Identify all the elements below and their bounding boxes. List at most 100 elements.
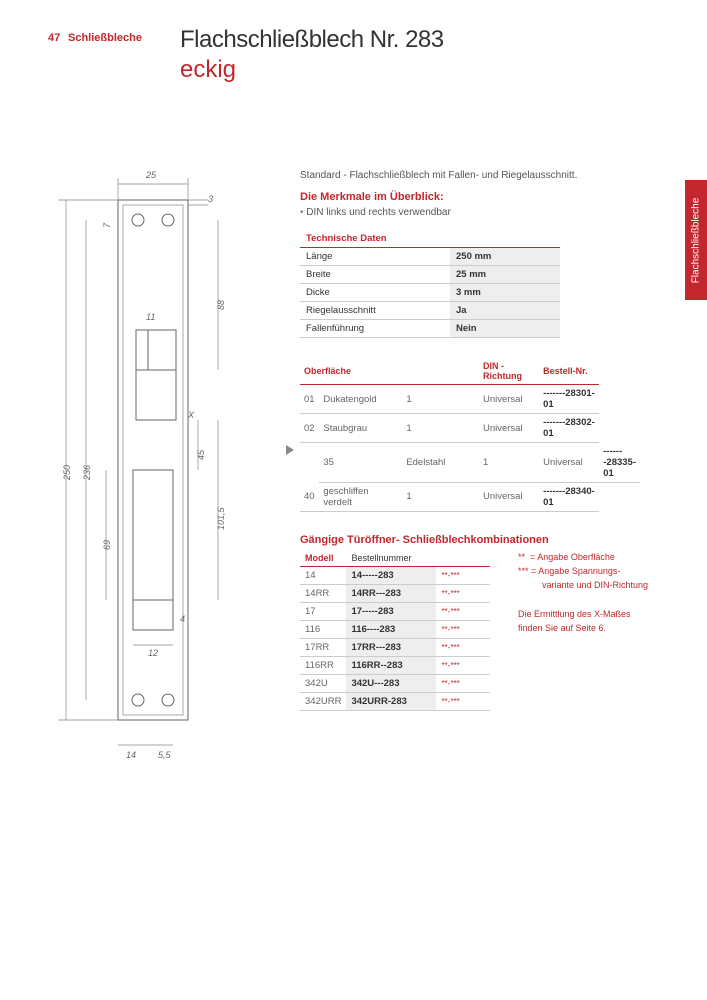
combo-order: 17RR---283 <box>346 638 436 656</box>
dim-1015: 101,5 <box>216 507 226 530</box>
page-subtitle: eckig <box>180 56 236 84</box>
side-tab-label: Flachschließbleche <box>691 197 702 283</box>
combo-table: Modell Bestellnummer 1414-----283**-***1… <box>300 550 490 711</box>
combo-col-2 <box>436 550 490 567</box>
combo-order: 17-----283 <box>346 602 436 620</box>
dim-4: 4 <box>180 614 185 624</box>
dim-69: 69 <box>102 540 112 550</box>
surf-qty: 1 <box>402 385 479 414</box>
content-column: Standard - Flachschließblech mit Fallen-… <box>300 170 660 711</box>
tech-value: 250 mm <box>450 248 560 266</box>
surf-name: Dukatengold <box>319 385 402 414</box>
combo-order: 116RR--283 <box>346 656 436 674</box>
legend-1a: ** <box>518 552 525 562</box>
combo-row: 116RR116RR--283**-*** <box>300 656 490 674</box>
dim-11: 11 <box>146 312 155 322</box>
combo-suffix: **-*** <box>436 674 490 692</box>
combo-model: 116RR <box>300 656 346 674</box>
technical-drawing: 25 3 250 236 7 11 88 X 45 101,5 69 4 12 … <box>48 170 268 770</box>
tech-row: Breite25 mm <box>300 266 560 284</box>
dim-250: 250 <box>62 465 72 480</box>
combo-order: 342URR-283 <box>346 692 436 710</box>
combo-order: 14RR---283 <box>346 584 436 602</box>
surf-code: 35 <box>319 443 402 483</box>
surf-name: geschliffen verdelt <box>319 482 402 511</box>
tech-label: Länge <box>300 248 450 266</box>
surf-order: -------28301-01 <box>539 385 599 414</box>
tech-label: Riegelausschnitt <box>300 302 450 320</box>
surface-table: Oberfläche DIN - Richtung Bestell-Nr. 01… <box>300 358 640 512</box>
tech-heading: Technische Daten <box>300 230 560 248</box>
combo-row: 14RR14RR---283**-*** <box>300 584 490 602</box>
surf-col-2: DIN - Richtung <box>479 358 539 385</box>
page-title: Flachschließblech Nr. 283 <box>180 26 444 54</box>
combo-suffix: **-*** <box>436 602 490 620</box>
surf-dir: Universal <box>479 385 539 414</box>
dim-55: 5,5 <box>158 750 171 760</box>
combo-row: 1414-----283**-*** <box>300 566 490 584</box>
tech-row: RiegelausschnittJa <box>300 302 560 320</box>
combo-row: 1717-----283**-*** <box>300 602 490 620</box>
tech-label: Dicke <box>300 284 450 302</box>
combo-suffix: **-*** <box>436 656 490 674</box>
legend-2a: *** <box>518 566 529 576</box>
surf-code: 01 <box>300 385 319 414</box>
surf-qty: 1 <box>402 482 479 511</box>
combo-model: 342U <box>300 674 346 692</box>
dim-88: 88 <box>216 300 226 310</box>
surf-dir: Universal <box>539 443 599 483</box>
surf-qty: 1 <box>402 414 479 443</box>
tech-label: Fallenführung <box>300 320 450 338</box>
legend: ** = Angabe Oberfläche *** = Angabe Span… <box>518 550 648 711</box>
surf-name: Staubgrau <box>319 414 402 443</box>
surf-qty: 1 <box>479 443 539 483</box>
dim-236: 236 <box>82 465 92 480</box>
legend-1b: = Angabe Oberfläche <box>530 552 615 562</box>
combo-row: 342URR342URR-283**-*** <box>300 692 490 710</box>
surf-dir: Universal <box>479 482 539 511</box>
tech-value: Nein <box>450 320 560 338</box>
combo-order: 14-----283 <box>346 566 436 584</box>
surf-order: -------28340-01 <box>539 482 599 511</box>
surf-col-0: Oberfläche <box>300 358 402 385</box>
features-heading: Die Merkmale im Überblick: <box>300 191 660 203</box>
drawing-svg <box>48 170 268 770</box>
surf-order: -------28335-01 <box>599 443 640 483</box>
combo-model: 17RR <box>300 638 346 656</box>
combo-col-0: Modell <box>300 550 346 567</box>
combo-model: 14 <box>300 566 346 584</box>
combo-suffix: **-*** <box>436 638 490 656</box>
tech-value: 25 mm <box>450 266 560 284</box>
surf-code: 40 <box>300 482 319 511</box>
combo-suffix: **-*** <box>436 620 490 638</box>
surface-row: 01Dukatengold1Universal-------28301-01 <box>300 385 640 414</box>
feature-bullet: DIN links und rechts verwendbar <box>300 207 660 218</box>
dim-12: 12 <box>148 648 158 658</box>
tech-value: Ja <box>450 302 560 320</box>
side-tab: Flachschließbleche <box>685 180 707 300</box>
combo-order: 342U---283 <box>346 674 436 692</box>
tech-data-table: Technische Daten Länge250 mmBreite25 mmD… <box>300 230 560 338</box>
tech-value: 3 mm <box>450 284 560 302</box>
surf-dir: Universal <box>479 414 539 443</box>
tech-row: FallenführungNein <box>300 320 560 338</box>
tech-row: Länge250 mm <box>300 248 560 266</box>
dim-14: 14 <box>126 750 136 760</box>
dim-3: 3 <box>208 194 213 204</box>
combo-row: 116116----283**-*** <box>300 620 490 638</box>
combo-row: 17RR17RR---283**-*** <box>300 638 490 656</box>
combo-model: 116 <box>300 620 346 638</box>
legend-note2: finden Sie auf Seite 6. <box>518 621 648 635</box>
combo-suffix: **-*** <box>436 584 490 602</box>
tech-label: Breite <box>300 266 450 284</box>
surf-name: Edelstahl <box>402 443 479 483</box>
dim-x: X <box>188 410 194 420</box>
page-number: 47 <box>48 32 60 44</box>
combo-col-1: Bestellnummer <box>346 550 436 567</box>
combos-heading: Gängige Türöffner- Schließblechkombinati… <box>300 534 660 546</box>
tech-row: Dicke3 mm <box>300 284 560 302</box>
section-label: Schließbleche <box>68 32 142 44</box>
surf-col-3: Bestell-Nr. <box>539 358 599 385</box>
combo-model: 17 <box>300 602 346 620</box>
surface-row: 40geschliffen verdelt1Universal-------28… <box>300 482 640 511</box>
